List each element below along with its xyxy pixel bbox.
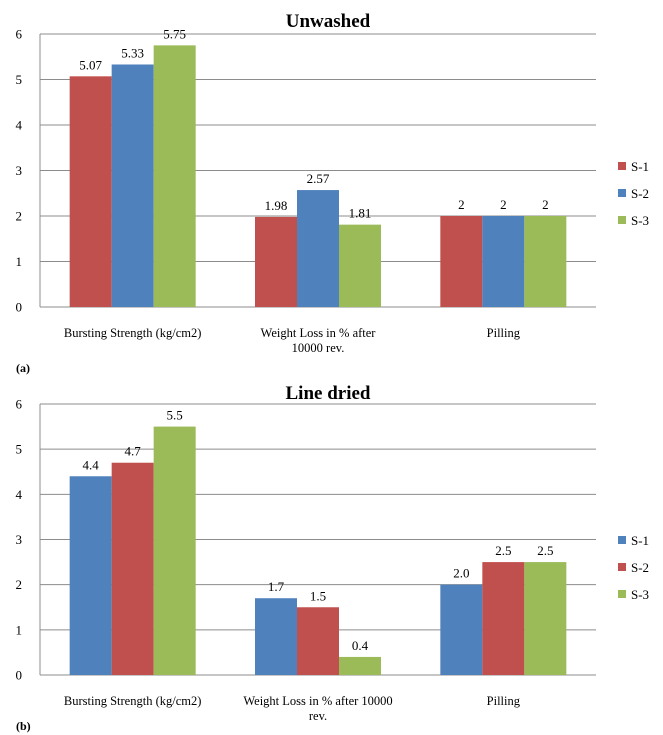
y-tick-label: 6 — [16, 397, 23, 412]
x-category-label-line: Bursting Strength (kg/cm2) — [64, 326, 202, 340]
legend-label-s-2: S-2 — [631, 186, 649, 201]
y-tick-label: 3 — [16, 163, 23, 178]
data-label: 1.81 — [349, 206, 372, 221]
x-category-label-line: Pilling — [487, 326, 521, 340]
legend-swatch-s-1 — [618, 162, 626, 170]
data-label: 2 — [500, 197, 507, 212]
data-label: 2.5 — [495, 543, 511, 558]
data-label: 1.7 — [268, 579, 285, 594]
chart-title: Line dried — [286, 383, 371, 404]
x-category-label: Weight Loss in % after 10000 rev. — [243, 694, 392, 723]
x-category-label: Pilling — [487, 326, 521, 340]
bar-s-3 — [339, 224, 381, 307]
data-label: 0.4 — [352, 638, 369, 653]
data-label: 1.5 — [310, 588, 326, 603]
y-tick-label: 1 — [16, 254, 23, 269]
legend-swatch-s-2 — [618, 563, 626, 571]
bar-s-3 — [524, 216, 567, 307]
panel-label: (a) — [16, 361, 30, 375]
data-label: 1.98 — [265, 198, 288, 213]
x-category-label-line: Pilling — [487, 694, 521, 708]
data-label: 2.5 — [537, 543, 553, 558]
legend-label-s-2: S-2 — [631, 560, 649, 575]
bar-s-1 — [255, 598, 297, 675]
x-category-label-line: Weight Loss in % after — [261, 326, 377, 340]
bar-s-1 — [440, 584, 483, 675]
bar-s-1 — [255, 216, 297, 307]
x-category-label: Bursting Strength (kg/cm2) — [64, 694, 202, 708]
legend-label-s-1: S-1 — [631, 159, 649, 174]
bar-s-3 — [153, 426, 196, 675]
x-category-label: Pilling — [487, 694, 521, 708]
x-category-label: Weight Loss in % after 10000 rev. — [261, 326, 377, 355]
y-tick-label: 1 — [16, 622, 23, 637]
chart-panel-2: 0 1 2 3 4 5 6 Line dried 4.4 4.7 5.5 Bursting Stren… — [16, 383, 650, 733]
y-tick-label: 2 — [16, 577, 23, 592]
data-label: 5.33 — [121, 45, 144, 60]
bar-s-3 — [524, 562, 567, 675]
bar-s-2 — [111, 64, 154, 307]
data-label: 2.0 — [453, 566, 469, 581]
x-category-label: Bursting Strength (kg/cm2) — [64, 326, 202, 340]
bar-s-2 — [482, 562, 525, 675]
legend-swatch-s-2 — [618, 189, 626, 197]
data-label: 4.4 — [83, 457, 100, 472]
legend-label-s-1: S-1 — [631, 533, 649, 548]
x-category-label-line: 10000 rev. — [292, 341, 345, 355]
y-tick-label: 4 — [16, 487, 23, 502]
y-tick-label: 6 — [16, 27, 23, 42]
data-label: 2 — [458, 197, 465, 212]
y-tick-label: 4 — [16, 118, 23, 133]
data-label: 5.07 — [79, 57, 102, 72]
legend-label-s-3: S-3 — [631, 213, 649, 228]
data-label: 2 — [542, 197, 549, 212]
bar-s-1 — [69, 476, 112, 675]
y-tick-label: 0 — [16, 668, 23, 683]
bar-s-2 — [482, 216, 525, 307]
bar-s-2 — [297, 190, 339, 307]
x-category-label-line: Bursting Strength (kg/cm2) — [64, 694, 202, 708]
x-category-label-line: rev. — [309, 709, 327, 723]
bar-s-3 — [339, 656, 381, 675]
data-label: 5.75 — [163, 26, 186, 41]
y-tick-label: 2 — [16, 209, 23, 224]
data-label: 4.7 — [125, 444, 142, 459]
y-tick-label: 5 — [16, 72, 23, 87]
bar-s-1 — [440, 216, 483, 307]
legend-label-s-3: S-3 — [631, 587, 649, 602]
y-tick-label: 5 — [16, 442, 23, 457]
panel-label: (b) — [16, 719, 31, 733]
legend-swatch-s-1 — [618, 536, 626, 544]
bar-s-3 — [153, 45, 196, 307]
y-tick-label: 3 — [16, 532, 23, 547]
chart-panel-1: 0 1 2 3 4 5 6 Unwashed 5.07 5.33 5.75 Bursting Stre… — [16, 11, 650, 375]
legend-swatch-s-3 — [618, 590, 626, 598]
y-tick-label: 0 — [16, 300, 23, 315]
x-category-label-line: Weight Loss in % after 10000 — [243, 694, 392, 708]
data-label: 2.57 — [307, 171, 330, 186]
bar-s-1 — [69, 76, 112, 307]
data-label: 5.5 — [167, 408, 183, 423]
bar-s-2 — [297, 607, 339, 675]
legend-swatch-s-3 — [618, 216, 626, 224]
bar-s-2 — [111, 462, 154, 675]
chart-title: Unwashed — [286, 11, 371, 32]
